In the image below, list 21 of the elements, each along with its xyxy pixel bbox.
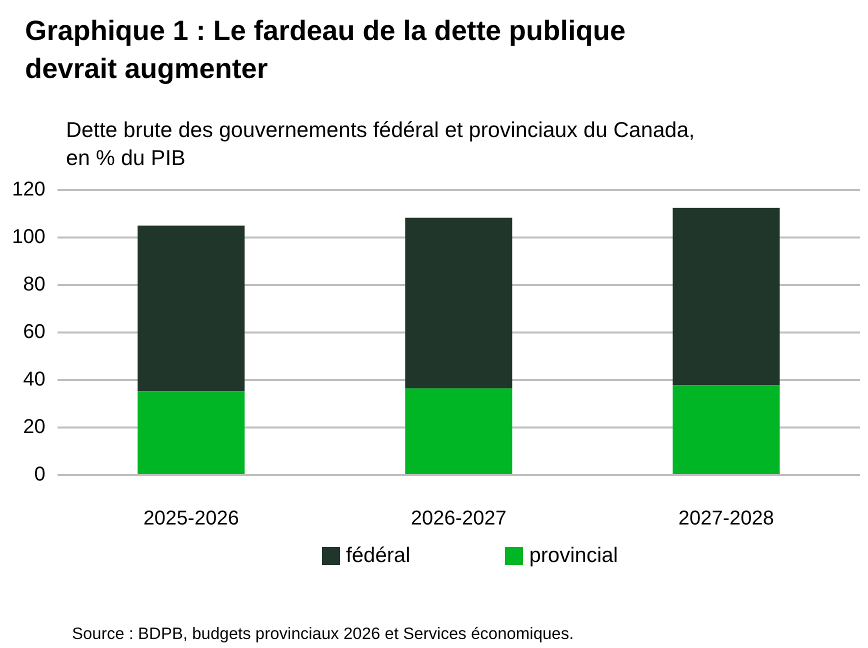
chart-title: Graphique 1 : Le fardeau de la dette publique devrait augmenter (25, 14, 627, 86)
bar (672, 385, 780, 474)
y-tick-label: 120 (12, 178, 46, 201)
legend-label: provincial (529, 544, 618, 568)
bar (672, 208, 780, 386)
y-tick-label: 100 (12, 226, 46, 248)
y-tick-label: 60 (23, 321, 46, 344)
legend-label: fédéral (346, 544, 410, 568)
y-tick-label: 0 (34, 464, 46, 486)
bar (405, 388, 512, 474)
bar (405, 218, 512, 388)
x-tick-label: 2025-2026 (143, 508, 239, 530)
x-tick-label: 2027-2028 (678, 508, 774, 530)
y-tick-label: 20 (23, 416, 46, 438)
chart-subtitle: Dette brute des gouvernements fédéral et provinciaux du Canada, en % du PIB (66, 117, 696, 172)
bar (138, 226, 245, 392)
bar (138, 391, 245, 474)
y-tick-label: 80 (23, 274, 46, 296)
source-note: Source : BDPB, budgets provinciaux 2026 et Services économiques. (72, 625, 574, 644)
x-tick-label: 2026-2027 (410, 508, 507, 530)
y-tick-label: 40 (23, 368, 46, 391)
